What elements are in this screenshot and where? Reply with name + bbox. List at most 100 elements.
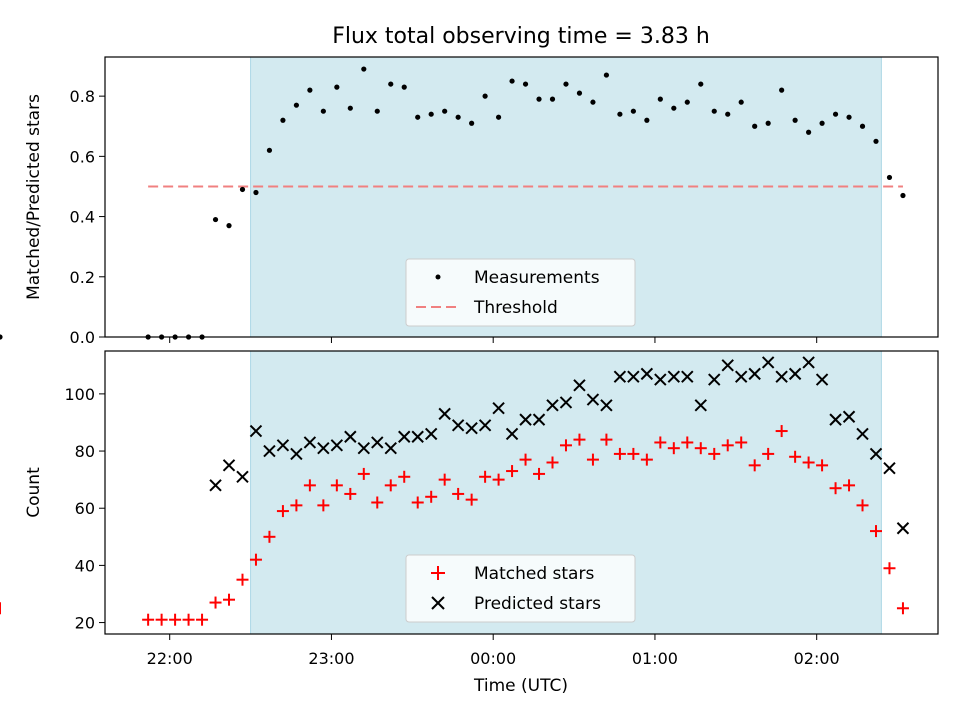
- measurement-point: [347, 105, 353, 111]
- matched-star-point: [223, 593, 236, 606]
- measurement-point: [671, 105, 677, 111]
- legend-plus-marker: [431, 566, 445, 580]
- measurement-point: [832, 111, 839, 117]
- y-axis-label-bottom: Count: [24, 467, 44, 518]
- y-tick-label: 0.0: [70, 328, 95, 347]
- predicted-star-point: [236, 470, 249, 483]
- matched-star-point: [438, 473, 451, 486]
- measurement-point: [469, 120, 475, 126]
- top-x-ticks: [169, 337, 818, 343]
- predicted-star-point: [883, 461, 896, 475]
- matched-star-point: [398, 470, 411, 483]
- matched-star-point: [546, 456, 559, 469]
- predicted-star-point: [371, 436, 384, 449]
- bottom-panel-frame: [104, 350, 939, 635]
- matched-star-point: [384, 479, 397, 492]
- predicted-star-point: [667, 370, 681, 383]
- measurement-point: [900, 192, 906, 199]
- measurement-point: [806, 129, 812, 135]
- matched-star-point: [290, 499, 303, 512]
- predicted-star-point: [222, 459, 236, 472]
- predicted-star-point: [600, 399, 613, 412]
- measurement-point: [212, 216, 219, 223]
- matched-star-point: [465, 493, 478, 506]
- predicted-star-point: [613, 370, 627, 383]
- predicted-star-point: [559, 396, 573, 409]
- legend-label-matched: Matched stars: [474, 564, 594, 584]
- matched-star-point: [182, 613, 195, 626]
- matched-star-point: [843, 479, 856, 492]
- matched-star-point: [452, 487, 465, 500]
- matched-star-point: [789, 450, 802, 463]
- matched-star-point: [479, 470, 492, 483]
- legend-x-marker: [431, 596, 445, 610]
- measurement-point: [334, 84, 340, 90]
- predicted-star-point: [586, 393, 600, 406]
- legend-dot-marker: [435, 274, 441, 280]
- predicted-star-point: [424, 427, 438, 441]
- predicted-star-point: [694, 399, 707, 412]
- measurement-point: [226, 223, 232, 229]
- legend-label-predicted: Predicted stars: [474, 594, 601, 614]
- measurement-point: [752, 123, 758, 129]
- bottom-y-ticks: 20 40 60 80 100: [64, 385, 105, 633]
- legend-label-measurements: Measurements: [474, 268, 600, 288]
- x-tick-label: 00:00: [470, 649, 516, 668]
- measurement-point: [253, 189, 259, 196]
- matched-star-point: [735, 436, 748, 449]
- matched-star-point: [357, 467, 370, 480]
- matched-star-point: [856, 499, 869, 512]
- legend-bottom: Matched stars Predicted stars: [405, 554, 636, 623]
- predicted-star-point: [573, 379, 586, 392]
- measurement-point: [442, 108, 448, 114]
- predicted-star-point: [438, 407, 451, 421]
- predicted-star-point: [276, 439, 290, 452]
- y-axis-label-top: Matched/Predicted stars: [24, 94, 44, 300]
- measurement-point: [590, 99, 596, 105]
- measurement-point: [563, 81, 569, 87]
- measurement-point: [388, 81, 394, 87]
- matched-star-point: [667, 442, 680, 455]
- measurement-point: [698, 81, 704, 87]
- matched-star-point: [896, 602, 909, 615]
- top-y-ticks: 0.0 0.2 0.4 0.6 0.8: [70, 87, 105, 347]
- predicted-star-point: [411, 430, 424, 443]
- matched-star-point: [196, 613, 209, 626]
- measurement-point: [536, 96, 542, 102]
- predicted-star-point: [640, 367, 654, 381]
- matched-star-point: [708, 447, 721, 460]
- predicted-star-point: [317, 441, 330, 455]
- predicted-star-point: [249, 424, 263, 438]
- measurement-point: [765, 120, 771, 126]
- matched-star-point: [627, 447, 640, 460]
- matched-star-point: [317, 499, 330, 512]
- y-tick-label: 0.2: [70, 268, 95, 287]
- measurement-point: [630, 108, 636, 114]
- measurement-point: [859, 123, 866, 129]
- predicted-star-point: [384, 441, 397, 455]
- predicted-star-point: [856, 427, 869, 441]
- predicted-star-point: [330, 439, 344, 452]
- predicted-star-point: [398, 430, 411, 443]
- legend-top: Measurements Threshold: [405, 258, 636, 327]
- matched-star-point: [802, 456, 815, 469]
- matched-star-point: [492, 473, 505, 486]
- predicted-star-point: [263, 444, 276, 458]
- matched-star-point: [142, 613, 155, 626]
- predicted-star-point: [734, 370, 748, 383]
- y-tick-label: 20: [75, 614, 95, 633]
- predicted-star-point: [842, 410, 856, 423]
- matched-star-point: [533, 467, 546, 480]
- matched-star-point: [654, 436, 667, 449]
- matched-star-point: [169, 613, 182, 626]
- matched-star-point: [775, 425, 788, 438]
- matched-star-point: [371, 496, 384, 509]
- measurement-point: [415, 114, 421, 120]
- measurement-point: [293, 102, 300, 108]
- legend-label-threshold: Threshold: [473, 298, 558, 318]
- measurement-point: [846, 114, 852, 120]
- predicted-star-point: [788, 367, 802, 381]
- x-tick-label: 23:00: [308, 649, 354, 668]
- predicted-star-point: [829, 413, 842, 426]
- predicted-star-point: [748, 367, 761, 381]
